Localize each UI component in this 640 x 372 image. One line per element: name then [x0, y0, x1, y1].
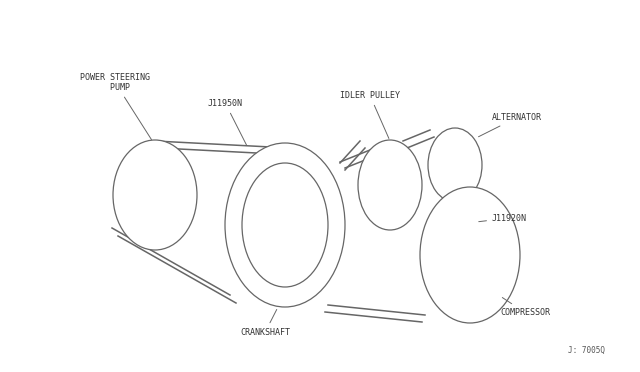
- Text: IDLER PULLEY: IDLER PULLEY: [340, 91, 400, 138]
- Text: J11920N: J11920N: [479, 214, 527, 222]
- Ellipse shape: [242, 163, 328, 287]
- Ellipse shape: [428, 128, 482, 202]
- Text: J11950N: J11950N: [208, 99, 247, 145]
- Text: POWER STEERING
      PUMP: POWER STEERING PUMP: [80, 73, 152, 140]
- Text: J: 7005Q: J: 7005Q: [568, 346, 605, 355]
- Ellipse shape: [420, 187, 520, 323]
- Ellipse shape: [113, 140, 197, 250]
- Ellipse shape: [358, 140, 422, 230]
- Text: CRANKSHAFT: CRANKSHAFT: [240, 310, 290, 337]
- Text: ALTERNATOR: ALTERNATOR: [479, 113, 542, 137]
- Text: COMPRESSOR: COMPRESSOR: [500, 298, 550, 317]
- Ellipse shape: [225, 143, 345, 307]
